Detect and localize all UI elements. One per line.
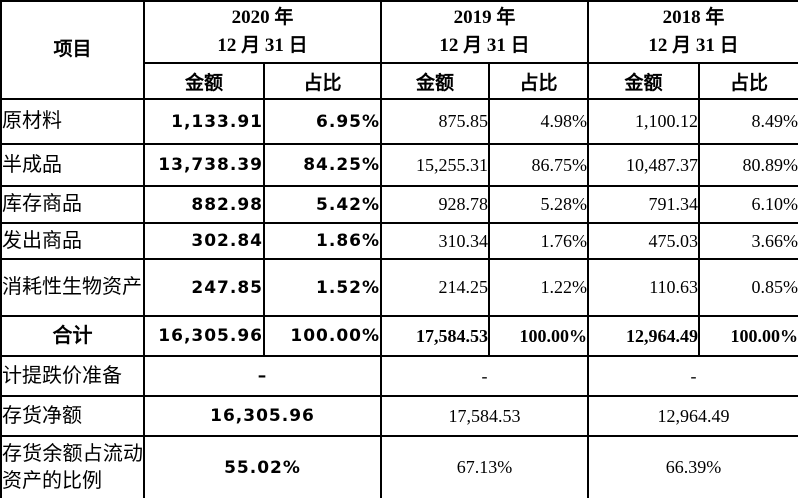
table-row-inventory-to-current-assets-ratio: 存货余额占流动资产的比例 55.02% 67.13% 66.39% [0, 435, 798, 498]
total-label: 合计 [0, 315, 145, 357]
provision-2020-cell: – [142, 355, 383, 397]
header-amount-2019: 金额 [380, 62, 491, 100]
header-item: 项目 [0, 0, 145, 100]
header-ratio-2018: 占比 [698, 62, 798, 100]
header-item-label: 项目 [53, 39, 92, 61]
net-inventory-2020-cell: 16,305.96 [142, 395, 383, 437]
amount-2018-cell: 110.63 [587, 258, 701, 317]
row-label: 存货余额占流动资产的比例 [0, 435, 145, 498]
header-amount-2020: 金额 [143, 62, 265, 100]
provision-2018-cell: - [587, 355, 798, 397]
ratio-2020-cell: 6.95% [262, 98, 383, 145]
row-label: 库存商品 [0, 185, 145, 224]
header-ratio-2020: 占比 [262, 62, 383, 100]
table-row-price-decline-provision: 计提跌价准备 – - - [0, 355, 798, 397]
header-row-measures: 金额 占比 金额 占比 金额 占比 [1, 62, 798, 100]
amount-2020-cell: 1,133.91 [143, 98, 265, 145]
header-period-2019-year: 2019 年 [453, 7, 516, 29]
amount-2019-cell: 214.25 [380, 258, 491, 317]
row-label: 原材料 [0, 98, 145, 145]
header-period-2020-year: 2020 年 [231, 7, 294, 29]
table-row-net-inventory: 存货净额 16,305.96 17,584.53 12,964.49 [0, 395, 798, 437]
ratio-2018-cell: 80.89% [698, 143, 798, 187]
amount-2019-cell: 875.85 [380, 98, 491, 145]
header-period-2018: 2018 年 12 月 31 日 [587, 0, 798, 64]
total-amount-2019: 17,584.53 [380, 315, 491, 357]
ratio-2019-cell: 86.75% [488, 143, 590, 187]
ratio-2019-cell: 4.98% [488, 98, 590, 145]
total-ratio-2020: 100.00% [262, 315, 383, 357]
ratio-2020-cell: 84.25% [262, 143, 383, 187]
total-amount-2018: 12,964.49 [587, 315, 701, 357]
header-period-2020-date: 12 月 31 日 [217, 35, 308, 56]
ratio-2018-cell: 6.10% [698, 185, 798, 224]
ratio-2019-cell: 1.76% [488, 222, 590, 260]
header-period-2019-date: 12 月 31 日 [439, 35, 530, 56]
header-amount-2018: 金额 [587, 62, 701, 100]
header-period-2019: 2019 年 12 月 31 日 [380, 0, 590, 64]
row-label: 存货净额 [0, 395, 145, 437]
amount-2020-cell: 882.98 [143, 185, 265, 224]
total-amount-2020: 16,305.96 [143, 315, 265, 357]
table-row-consumable-bio-assets: 消耗性生物资产 247.85 1.52% 214.25 1.22% 110.63… [0, 258, 798, 317]
total-ratio-2019: 100.00% [488, 315, 590, 357]
provision-2019-cell: - [380, 355, 590, 397]
ratio-2020-cell: 1.52% [262, 258, 383, 317]
ratio-to-current-assets-2018-cell: 66.39% [587, 435, 798, 498]
ratio-2020-cell: 1.86% [262, 222, 383, 260]
ratio-2020-cell: 5.42% [262, 185, 383, 224]
table-row-total: 合计 16,305.96 100.00% 17,584.53 100.00% 1… [0, 315, 798, 357]
table-row-shipped-goods: 发出商品 302.84 1.86% 310.34 1.76% 475.03 3.… [0, 222, 798, 260]
header-period-2020: 2020 年 12 月 31 日 [142, 0, 383, 64]
ratio-to-current-assets-2019-cell: 67.13% [380, 435, 590, 498]
net-inventory-2019-cell: 17,584.53 [380, 395, 590, 437]
amount-2019-cell: 310.34 [380, 222, 491, 260]
amount-2018-cell: 1,100.12 [587, 98, 701, 145]
amount-2018-cell: 791.34 [587, 185, 701, 224]
table-row-raw-materials: 原材料 1,133.91 6.95% 875.85 4.98% 1,100.12… [0, 98, 798, 145]
amount-2018-cell: 475.03 [587, 222, 701, 260]
table-row-semi-finished: 半成品 13,738.39 84.25% 15,255.31 86.75% 10… [0, 143, 798, 187]
table-row-stock-goods: 库存商品 882.98 5.42% 928.78 5.28% 791.34 6.… [0, 185, 798, 224]
header-period-2018-date: 12 月 31 日 [648, 35, 739, 56]
header-period-2018-year: 2018 年 [662, 7, 725, 29]
header-row-periods: 项目 2020 年 12 月 31 日 2019 年 12 月 31 日 201… [0, 0, 798, 100]
amount-2018-cell: 10,487.37 [587, 143, 701, 187]
total-ratio-2018: 100.00% [698, 315, 798, 357]
net-inventory-2018-cell: 12,964.49 [587, 395, 798, 437]
row-label: 消耗性生物资产 [0, 258, 145, 317]
row-label: 计提跌价准备 [0, 355, 145, 397]
amount-2020-cell: 247.85 [143, 258, 265, 317]
ratio-2019-cell: 1.22% [488, 258, 590, 317]
ratio-2019-cell: 5.28% [488, 185, 590, 224]
amount-2019-cell: 15,255.31 [380, 143, 491, 187]
header-ratio-2019: 占比 [488, 62, 590, 100]
ratio-2018-cell: 3.66% [698, 222, 798, 260]
ratio-2018-cell: 0.85% [698, 258, 798, 317]
row-label: 半成品 [0, 143, 145, 187]
ratio-2018-cell: 8.49% [698, 98, 798, 145]
amount-2020-cell: 302.84 [143, 222, 265, 260]
amount-2019-cell: 928.78 [380, 185, 491, 224]
row-label: 发出商品 [0, 222, 145, 260]
ratio-to-current-assets-2020-cell: 55.02% [142, 435, 383, 498]
amount-2020-cell: 13,738.39 [143, 143, 265, 187]
